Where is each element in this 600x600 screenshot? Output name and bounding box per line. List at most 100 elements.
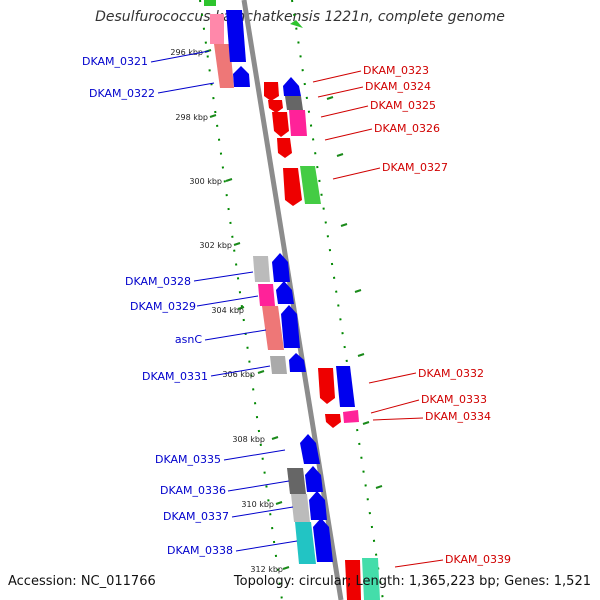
gene-feature[interactable] <box>290 20 303 28</box>
gene-feature[interactable] <box>362 558 380 600</box>
ruler-label: 308 kbp <box>232 435 265 444</box>
gene-feature[interactable] <box>309 491 327 520</box>
left-gene-labels: DKAM_0321 DKAM_0322 DKAM_0328 DKAM_0329 … <box>82 55 233 557</box>
topology-text: Topology: circular; Length: 1,365,223 bp… <box>233 574 591 589</box>
gene-feature[interactable] <box>264 82 279 101</box>
gene-feature[interactable] <box>291 494 310 522</box>
gene-label[interactable]: DKAM_0338 <box>167 544 233 557</box>
ruler-label: 296 kbp <box>170 48 203 57</box>
gene-feature[interactable] <box>226 10 246 62</box>
leader-line <box>372 417 424 421</box>
gene-feature[interactable] <box>277 138 292 158</box>
ruler-line <box>199 0 283 600</box>
leader-line <box>320 105 369 118</box>
gene-label[interactable]: DKAM_0339 <box>445 553 511 566</box>
gene-label[interactable]: DKAM_0336 <box>160 484 226 497</box>
label-leaders-left <box>150 50 298 552</box>
gene-feature[interactable] <box>276 281 294 304</box>
ruler-label: 312 kbp <box>250 565 283 574</box>
ruler-tick <box>354 289 362 293</box>
gene-feature[interactable] <box>258 284 275 306</box>
ruler-label: 302 kbp <box>199 241 232 250</box>
gene-feature[interactable] <box>300 434 320 464</box>
gene-feature[interactable] <box>272 253 290 282</box>
leader-line <box>157 82 215 94</box>
gene-label[interactable]: DKAM_0321 <box>82 55 148 68</box>
gene-feature[interactable] <box>336 366 355 407</box>
gene-label[interactable]: DKAM_0333 <box>421 393 487 406</box>
ruler-labels: 296 kbp 298 kbp 300 kbp 302 kbp 304 kbp … <box>170 48 283 574</box>
gene-feature[interactable] <box>345 560 361 600</box>
gene-feature[interactable] <box>295 522 316 564</box>
leader-line <box>231 506 294 518</box>
gene-feature[interactable] <box>343 410 359 423</box>
outer-track-features <box>204 0 333 564</box>
leader-line <box>196 295 259 307</box>
gene-feature[interactable] <box>233 66 250 87</box>
gene-feature[interactable] <box>289 353 306 372</box>
ruler-label: 298 kbp <box>175 113 208 122</box>
ruler-tick <box>237 306 245 310</box>
gene-label[interactable]: DKAM_0322 <box>89 87 155 100</box>
gene-feature[interactable] <box>289 110 307 136</box>
accession-text: Accession: NC_011766 <box>8 574 156 589</box>
leader-line <box>235 540 298 552</box>
gene-feature[interactable] <box>285 96 303 110</box>
gene-label[interactable]: DKAM_0327 <box>382 161 448 174</box>
gene-feature[interactable] <box>214 44 234 88</box>
ruler-label: 300 kbp <box>189 177 222 186</box>
gene-label[interactable]: DKAM_0329 <box>130 300 196 313</box>
gene-feature[interactable] <box>325 414 341 428</box>
gene-feature[interactable] <box>270 356 287 374</box>
gene-feature[interactable] <box>272 112 289 137</box>
gene-label[interactable]: DKAM_0323 <box>363 64 429 77</box>
gene-feature[interactable] <box>210 14 224 44</box>
gene-label[interactable]: asnC <box>175 333 202 346</box>
gene-label[interactable]: DKAM_0337 <box>163 510 229 523</box>
gene-label[interactable]: DKAM_0328 <box>125 275 191 288</box>
ruler-label: 306 kbp <box>222 370 255 379</box>
leader-line <box>210 365 271 377</box>
leader-line <box>193 271 254 282</box>
gene-label[interactable]: DKAM_0324 <box>365 80 431 93</box>
gene-feature[interactable] <box>283 168 302 206</box>
track-boundaries <box>199 0 384 600</box>
gene-label[interactable]: DKAM_0332 <box>418 367 484 380</box>
ruler-tick <box>275 501 283 505</box>
ruler-label: 310 kbp <box>241 500 274 509</box>
gene-feature[interactable] <box>283 77 301 96</box>
gene-feature[interactable] <box>305 466 323 492</box>
gene-feature[interactable] <box>268 100 283 113</box>
gene-feature[interactable] <box>262 306 284 350</box>
ruler-tick <box>375 485 383 489</box>
gene-feature[interactable] <box>253 256 270 282</box>
ruler-tick <box>282 566 290 570</box>
ruler-tick <box>209 114 217 118</box>
inner-track-features <box>264 20 380 600</box>
gene-feature[interactable] <box>287 468 306 494</box>
leader-line <box>317 86 364 98</box>
gene-feature[interactable] <box>281 305 300 348</box>
right-gene-labels: DKAM_0323 DKAM_0324 DKAM_0325 DKAM_0326 … <box>363 64 511 566</box>
gene-label[interactable]: DKAM_0334 <box>425 410 491 423</box>
gene-label[interactable]: DKAM_0325 <box>370 99 436 112</box>
gene-feature[interactable] <box>313 518 333 562</box>
gene-label[interactable]: DKAM_0326 <box>374 122 440 135</box>
ruler-tick <box>326 96 334 100</box>
ruler-tick <box>225 178 233 182</box>
leader-line <box>227 480 290 492</box>
leader-line <box>223 449 286 461</box>
leader-line <box>312 70 362 83</box>
leader-line <box>332 167 381 180</box>
gene-label[interactable]: DKAM_0331 <box>142 370 208 383</box>
leader-line <box>370 399 420 414</box>
gene-feature[interactable] <box>204 0 216 6</box>
gene-feature[interactable] <box>300 166 321 204</box>
leader-line <box>368 372 417 384</box>
ruler-tick <box>357 353 365 357</box>
label-leaders-right <box>312 70 444 568</box>
ruler-tick <box>271 436 279 440</box>
gene-feature[interactable] <box>318 368 335 404</box>
gene-label[interactable]: DKAM_0335 <box>155 453 221 466</box>
